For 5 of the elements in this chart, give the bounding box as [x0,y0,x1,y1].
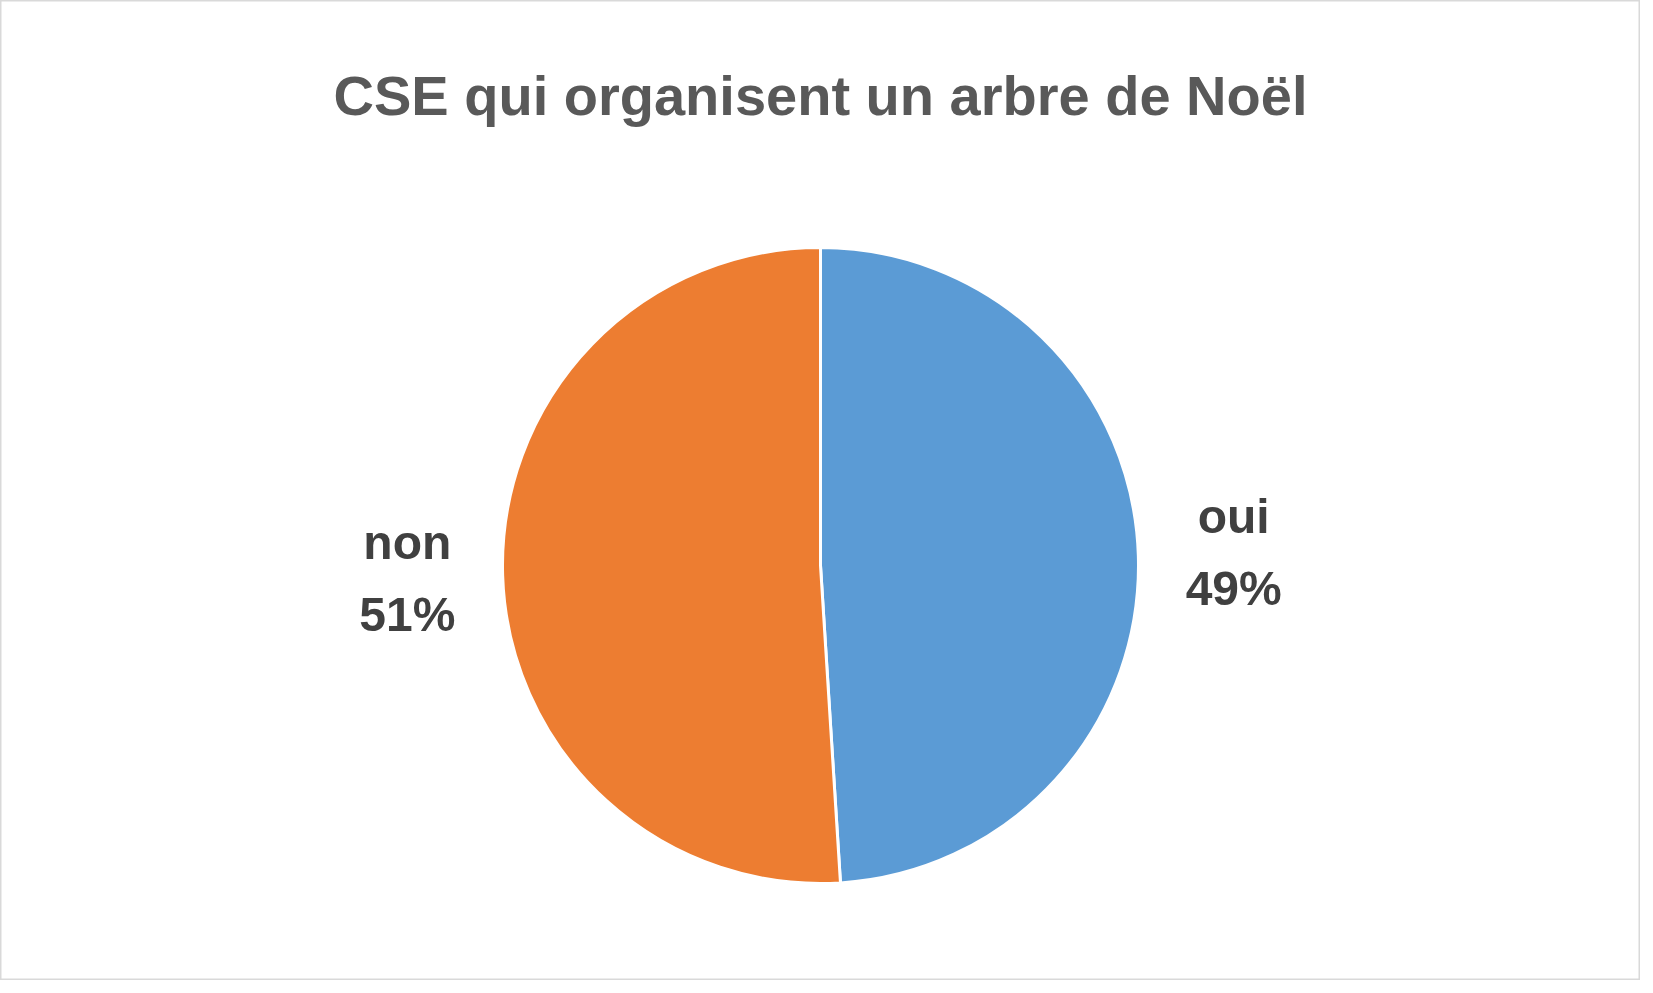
data-label: 49% [1185,562,1282,616]
slice-label: oui [1197,490,1270,544]
data-label: 51% [359,587,456,641]
chart-title: CSE qui organisent un arbre de Noël [333,64,1308,127]
slice-label: non [363,515,452,569]
